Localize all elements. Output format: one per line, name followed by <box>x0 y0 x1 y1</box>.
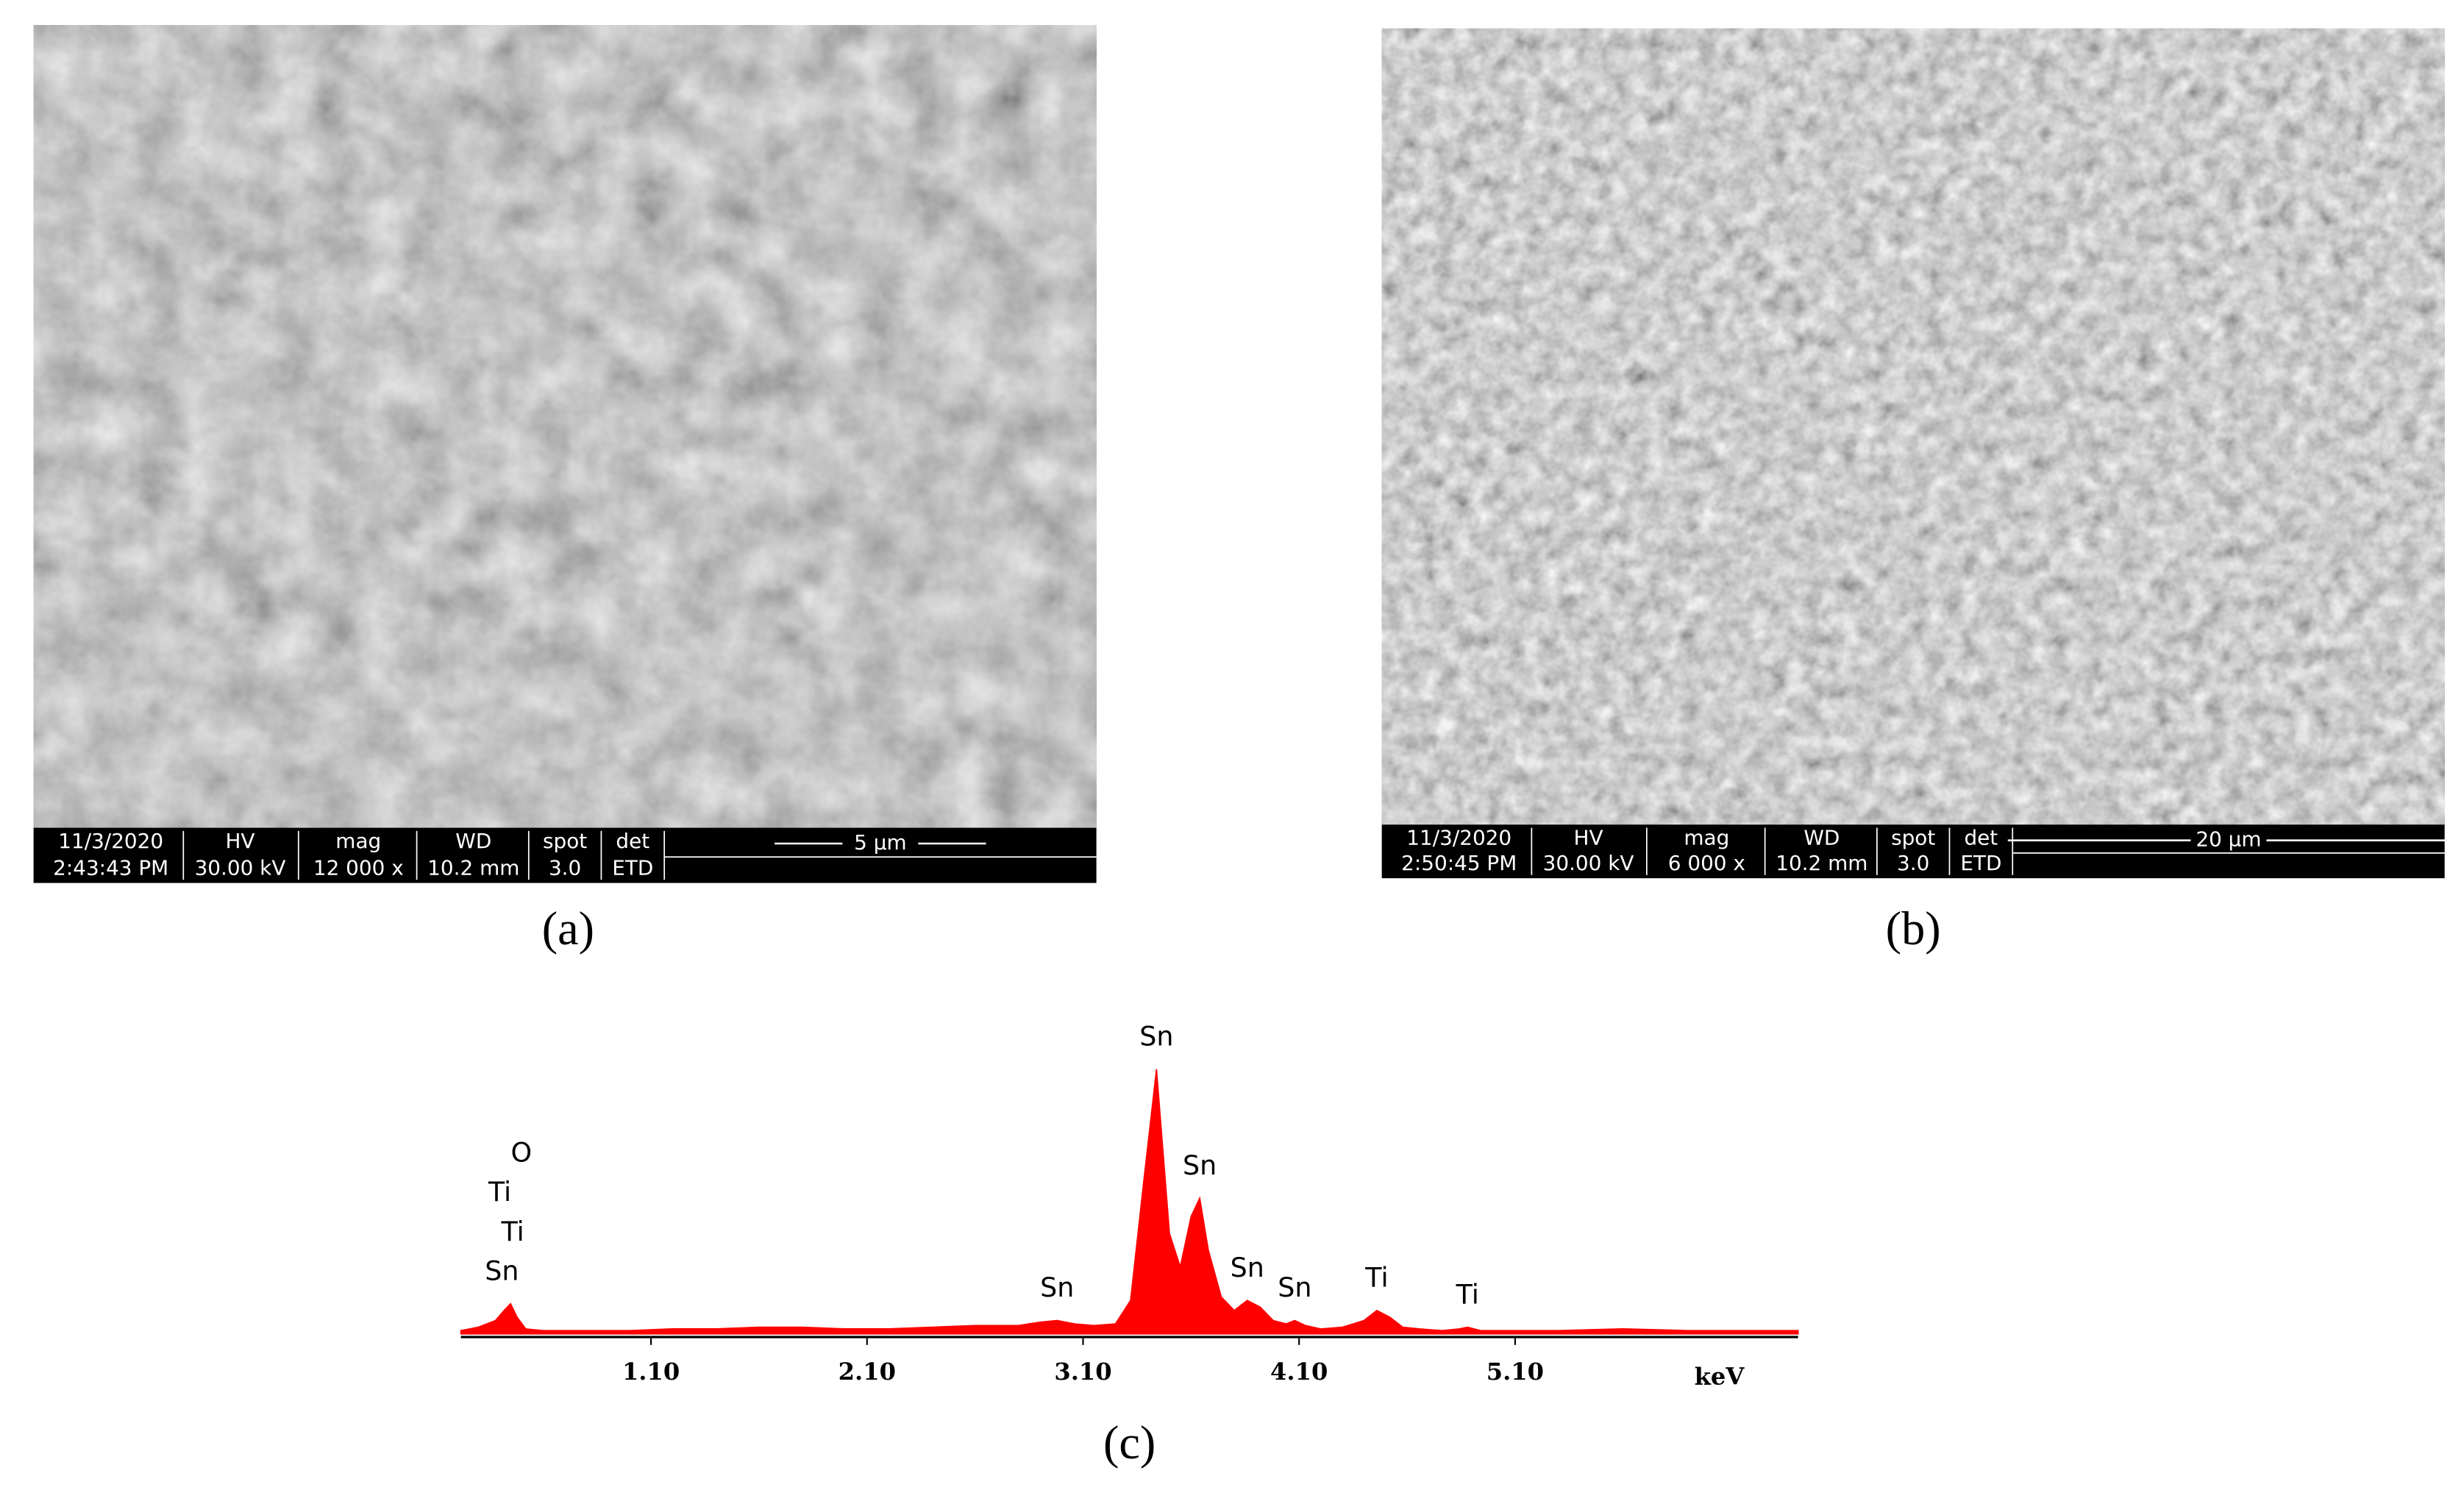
x-axis-label: keV <box>1695 1362 1745 1390</box>
info-header: det <box>616 829 649 853</box>
info-value: 30.00 kV <box>1543 851 1634 875</box>
x-tick-label: 3.10 <box>1054 1358 1111 1386</box>
info-header: spot <box>1891 826 1935 850</box>
info-value: 12 000 x <box>313 855 404 880</box>
scale-label: 5 µm <box>854 830 906 855</box>
x-tick-label: 2.10 <box>838 1358 896 1386</box>
x-tick-label: 5.10 <box>1486 1358 1544 1386</box>
info-value: 30.00 kV <box>195 855 286 880</box>
sem-image <box>33 25 1097 828</box>
info-bar <box>1381 824 2445 879</box>
info-bar <box>33 827 1097 883</box>
panel-label: (b) <box>1886 902 1941 955</box>
info-value: 2:50:45 PM <box>1401 851 1517 875</box>
sem-image <box>1381 28 2445 825</box>
peak-label: Sn <box>485 1255 519 1286</box>
peak-label: Sn <box>1231 1252 1264 1283</box>
info-header: 11/3/2020 <box>1406 826 1511 850</box>
peak-label: Ti <box>1456 1278 1479 1310</box>
info-header: spot <box>543 829 587 853</box>
info-value: ETD <box>612 855 653 880</box>
peak-label: Sn <box>1278 1272 1311 1303</box>
scale-label: 20 µm <box>2196 827 2261 852</box>
panel-label: (a) <box>542 902 594 955</box>
peak-label: Ti <box>1364 1261 1388 1293</box>
peak-label: Sn <box>1183 1149 1217 1181</box>
peak-label: Sn <box>1040 1272 1074 1303</box>
info-header: WD <box>1804 826 1840 850</box>
info-value: 10.2 mm <box>427 855 519 880</box>
info-value: 6 000 x <box>1668 851 1745 875</box>
info-header: det <box>1964 826 1998 850</box>
peak-label: Ti <box>488 1176 511 1208</box>
info-header: HV <box>1574 826 1603 850</box>
x-tick-label: 4.10 <box>1270 1358 1328 1386</box>
x-tick-label: 1.10 <box>622 1358 680 1386</box>
info-value: 2:43:43 PM <box>53 855 168 880</box>
spectrum <box>460 1069 1799 1335</box>
peak-label: O <box>511 1137 533 1169</box>
peak-label: Ti <box>500 1216 524 1247</box>
info-header: WD <box>455 829 491 853</box>
info-value: ETD <box>1960 851 2001 875</box>
info-value: 3.0 <box>549 855 581 880</box>
info-header: 11/3/2020 <box>58 829 163 853</box>
info-value: 10.2 mm <box>1776 851 1867 875</box>
info-header: HV <box>225 829 254 853</box>
info-header: mag <box>335 829 381 853</box>
info-value: 3.0 <box>1897 851 1929 875</box>
info-header: mag <box>1684 826 1729 850</box>
peak-label: Sn <box>1139 1020 1173 1052</box>
panel-label: (c) <box>1103 1416 1156 1469</box>
